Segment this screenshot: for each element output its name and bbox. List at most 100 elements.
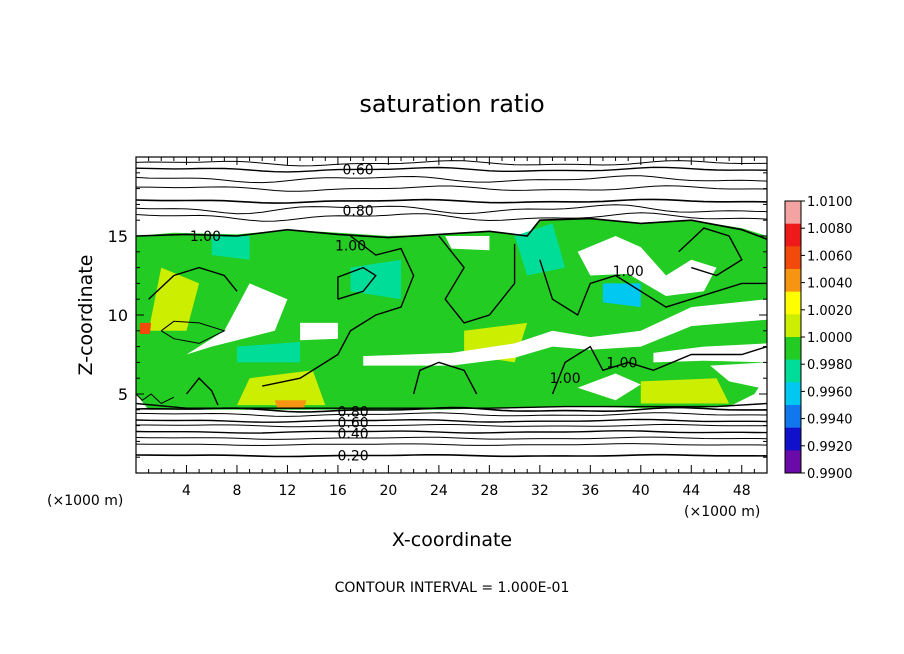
y-axis: 5 10 15 bbox=[108, 172, 767, 458]
x-axis: 4 8 12 16 20 24 28 32 36 40 44 48 bbox=[148, 157, 755, 499]
colorbar-swatch bbox=[785, 359, 801, 383]
contour-line-1.00 bbox=[438, 235, 516, 324]
contour-line-0.20 bbox=[136, 453, 767, 458]
colorbar-swatch bbox=[785, 450, 801, 474]
x-tick-label: 32 bbox=[531, 483, 549, 499]
colorbar-swatch bbox=[785, 291, 801, 315]
field-region-dry bbox=[653, 343, 767, 363]
plot-area bbox=[136, 160, 767, 458]
contour-label: 1.00 bbox=[606, 355, 637, 371]
contour-line-1.00 bbox=[262, 235, 415, 387]
field-region-dry bbox=[186, 283, 288, 355]
contour-label: 0.80 bbox=[343, 204, 374, 220]
x-tick-label: 44 bbox=[682, 483, 700, 499]
contour-label: 0.60 bbox=[343, 163, 374, 179]
colorbar-label: 0.9940 bbox=[807, 413, 853, 428]
contour-lines bbox=[136, 160, 767, 458]
contour-label: 1.00 bbox=[190, 229, 221, 245]
colorbar-label: 1.0000 bbox=[807, 331, 853, 346]
colorbar-swatch bbox=[785, 337, 801, 360]
contour-label: 0.40 bbox=[337, 427, 368, 443]
y-tick-label: 15 bbox=[108, 227, 128, 246]
contour-line-1.00 bbox=[185, 377, 219, 406]
field-region-dry bbox=[445, 236, 490, 251]
field-region-dry bbox=[577, 236, 717, 296]
contour-label: 0.80 bbox=[337, 404, 368, 420]
contour-interval-footer: CONTOUR INTERVAL = 1.000E-01 bbox=[335, 580, 570, 596]
contour-label: 1.00 bbox=[613, 264, 644, 280]
contour-line bbox=[136, 436, 767, 440]
colorbar-label: 0.9920 bbox=[807, 440, 853, 455]
contour-label-group: 0.600.801.001.001.001.001.000.800.600.40… bbox=[190, 163, 644, 465]
x-axis-label: X-coordinate bbox=[392, 529, 512, 551]
x-tick-label: 36 bbox=[581, 483, 599, 499]
chart-title: saturation ratio bbox=[359, 90, 544, 118]
y-unit-label: (×1000 m) bbox=[684, 504, 760, 520]
field-region-aqua bbox=[211, 236, 250, 260]
field-region-orange bbox=[274, 400, 307, 409]
y-axis-label: Z-coordinate bbox=[75, 255, 97, 376]
colorbar-label: 1.0060 bbox=[807, 249, 853, 264]
contour-line bbox=[136, 443, 767, 447]
x-tick-label: 40 bbox=[632, 483, 650, 499]
colorbar-swatch bbox=[785, 269, 801, 292]
contour-line-1.00 bbox=[136, 402, 767, 409]
contour-line-1.00 bbox=[136, 217, 767, 240]
field-region-lime bbox=[237, 370, 326, 406]
x-tick-label: 28 bbox=[480, 483, 498, 499]
colorbar-label: 1.0040 bbox=[807, 277, 853, 292]
colorbar-label: 1.0100 bbox=[807, 195, 853, 210]
x-tick-label: 20 bbox=[379, 483, 397, 499]
colorbar-label: 0.9960 bbox=[807, 385, 853, 400]
colorbar-swatch bbox=[785, 246, 801, 270]
x-tick-label: 8 bbox=[232, 483, 241, 499]
contour-line-0.40 bbox=[136, 430, 767, 434]
x-tick-label: 16 bbox=[329, 483, 347, 499]
colorbar-label: 0.9980 bbox=[807, 358, 853, 373]
contour-line bbox=[136, 423, 767, 428]
contour-line bbox=[136, 160, 767, 167]
contour-line bbox=[136, 412, 767, 417]
x-tick-label: 24 bbox=[430, 483, 448, 499]
field-region-red bbox=[139, 322, 152, 334]
contour-label: 0.20 bbox=[337, 449, 368, 465]
field-region-aqua bbox=[350, 259, 401, 300]
contour-line-0.80 bbox=[136, 198, 767, 204]
contour-line bbox=[136, 204, 767, 215]
contour-line-0.60 bbox=[136, 418, 767, 423]
contour-line bbox=[136, 212, 767, 222]
x-tick-label: 12 bbox=[279, 483, 297, 499]
contour-line-1.00 bbox=[337, 266, 377, 300]
field-region-dry bbox=[300, 322, 338, 341]
x-tick-label: 4 bbox=[182, 483, 191, 499]
field-region-lime bbox=[148, 267, 200, 331]
contour-line-1.00 bbox=[148, 266, 238, 300]
x-tick-label: 48 bbox=[733, 483, 751, 499]
field-region-dry bbox=[363, 299, 767, 366]
contour-label: 0.60 bbox=[337, 415, 368, 431]
saturation-field bbox=[136, 218, 767, 410]
field-region-dry bbox=[577, 373, 641, 401]
contour-line-1.00 bbox=[539, 259, 767, 317]
colorbar-swatch bbox=[785, 201, 801, 224]
colorbar-swatch bbox=[785, 427, 801, 451]
contour-line-1.00 bbox=[678, 227, 743, 277]
colorbar: 1.0100 1.0080 1.0060 1.0040 1.0020 1.0000 0.99… bbox=[784, 195, 853, 482]
colorbar-swatch bbox=[785, 382, 801, 406]
contour-line-1.00 bbox=[412, 361, 478, 395]
field-region-cyan bbox=[602, 283, 641, 308]
contour-line bbox=[136, 393, 175, 405]
contour-line-1.00 bbox=[551, 345, 767, 395]
contour-label: 1.00 bbox=[549, 371, 580, 387]
contour-line bbox=[160, 320, 226, 344]
colorbar-swatch bbox=[785, 405, 801, 428]
colorbar-label: 0.9900 bbox=[807, 467, 853, 482]
y-tick-label: 5 bbox=[118, 385, 128, 404]
field-region-lime bbox=[640, 378, 730, 404]
field-region-dry bbox=[710, 362, 767, 390]
field-region-aqua bbox=[237, 341, 301, 363]
contour-line bbox=[136, 185, 767, 192]
colorbar-swatch bbox=[785, 314, 801, 338]
contour-label: 1.00 bbox=[335, 238, 366, 254]
colorbar-swatch bbox=[785, 223, 801, 247]
